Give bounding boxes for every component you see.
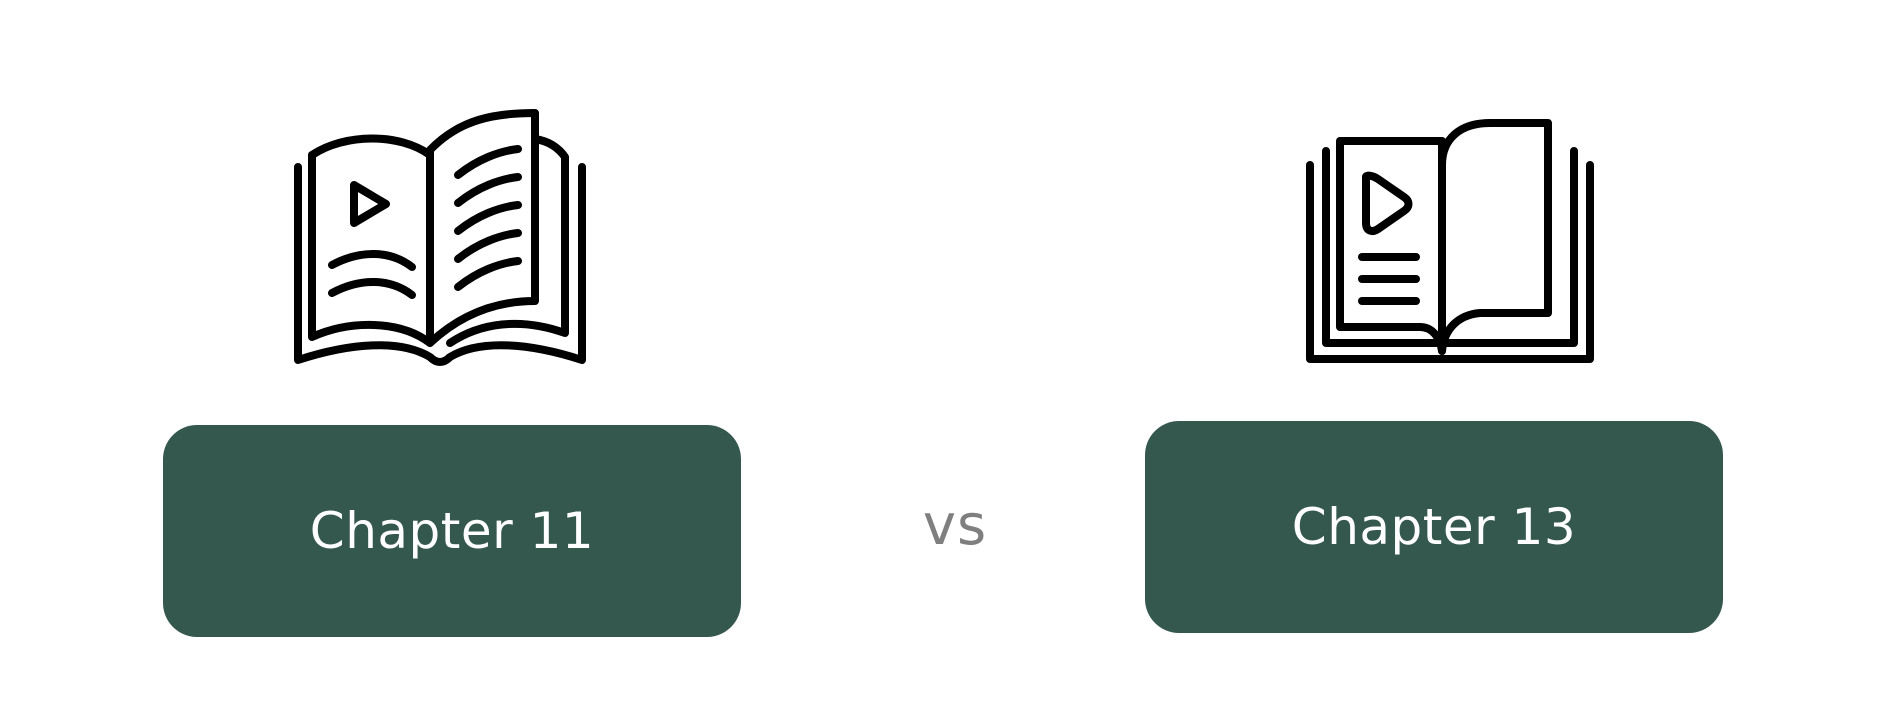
chapter-11-label: Chapter 11 xyxy=(309,502,595,560)
video-book-icon xyxy=(1306,119,1594,363)
versus-label: vs xyxy=(922,493,988,558)
open-book-with-play-icon xyxy=(294,109,586,366)
chapter-13-box: Chapter 13 xyxy=(1145,421,1723,633)
chapter-13-label: Chapter 13 xyxy=(1291,498,1577,556)
chapter-11-box: Chapter 11 xyxy=(163,425,741,637)
